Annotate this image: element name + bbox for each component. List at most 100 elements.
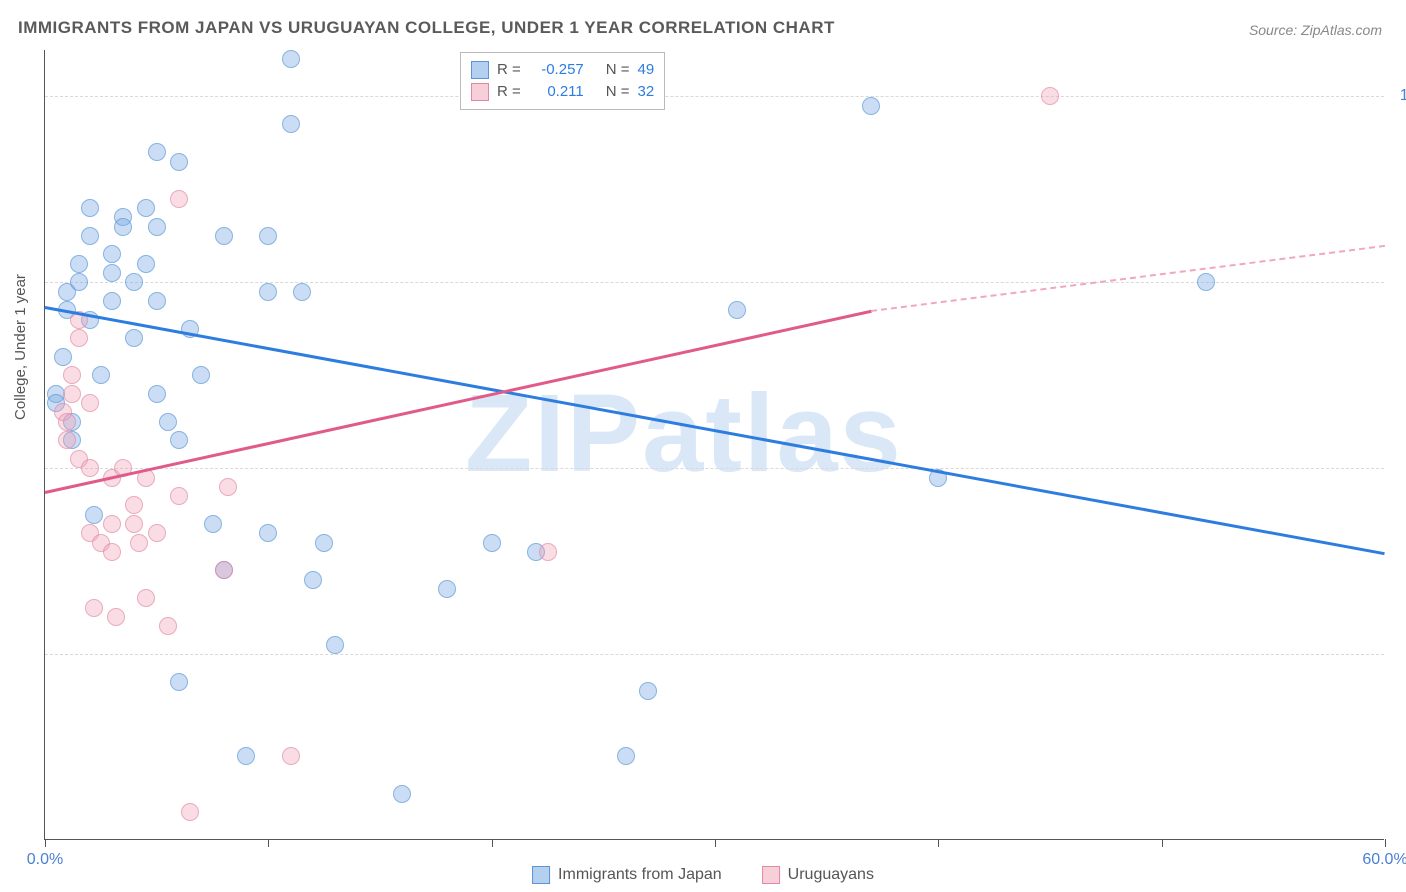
- data-point: [1197, 273, 1215, 291]
- data-point: [728, 301, 746, 319]
- chart-title: IMMIGRANTS FROM JAPAN VS URUGUAYAN COLLE…: [18, 18, 835, 38]
- data-point: [304, 571, 322, 589]
- data-point: [107, 608, 125, 626]
- y-tick-label: 60.0%: [1394, 459, 1406, 477]
- data-point: [204, 515, 222, 533]
- watermark: ZIPatlas: [465, 370, 903, 497]
- n-label: N =: [606, 81, 630, 103]
- data-point: [125, 329, 143, 347]
- gridline: [45, 96, 1384, 97]
- data-point: [170, 153, 188, 171]
- data-point: [483, 534, 501, 552]
- data-point: [81, 227, 99, 245]
- trend-line: [45, 310, 872, 494]
- data-point: [181, 803, 199, 821]
- data-point: [159, 413, 177, 431]
- r-value: 0.211: [529, 81, 584, 103]
- data-point: [148, 143, 166, 161]
- source-attribution: Source: ZipAtlas.com: [1249, 22, 1382, 38]
- gridline: [45, 282, 1384, 283]
- x-tick-label: 60.0%: [1362, 851, 1406, 869]
- data-point: [215, 227, 233, 245]
- x-tick: [938, 839, 939, 847]
- data-point: [237, 747, 255, 765]
- data-point: [148, 218, 166, 236]
- data-point: [137, 255, 155, 273]
- legend-item-japan: Immigrants from Japan: [532, 866, 722, 884]
- data-point: [125, 273, 143, 291]
- data-point: [70, 329, 88, 347]
- data-point: [54, 348, 72, 366]
- stats-legend-row: R = -0.257 N = 49: [471, 59, 654, 81]
- data-point: [192, 366, 210, 384]
- r-label: R =: [497, 59, 521, 81]
- data-point: [159, 617, 177, 635]
- data-point: [259, 227, 277, 245]
- data-point: [85, 599, 103, 617]
- data-point: [259, 524, 277, 542]
- data-point: [103, 292, 121, 310]
- data-point: [259, 283, 277, 301]
- data-point: [438, 580, 456, 598]
- data-point: [219, 478, 237, 496]
- data-point: [103, 245, 121, 263]
- data-point: [170, 190, 188, 208]
- data-point: [70, 255, 88, 273]
- x-tick: [492, 839, 493, 847]
- stats-legend-row: R = 0.211 N = 32: [471, 81, 654, 103]
- data-point: [137, 589, 155, 607]
- legend-swatch-icon: [532, 866, 550, 884]
- y-axis-label: College, Under 1 year: [12, 274, 29, 420]
- data-point: [282, 747, 300, 765]
- data-point: [92, 366, 110, 384]
- series-legend: Immigrants from Japan Uruguayans: [532, 866, 874, 884]
- data-point: [639, 682, 657, 700]
- stats-legend: R = -0.257 N = 49 R = 0.211 N = 32: [460, 52, 665, 110]
- legend-swatch-icon: [471, 61, 489, 79]
- data-point: [103, 264, 121, 282]
- data-point: [170, 431, 188, 449]
- gridline: [45, 654, 1384, 655]
- x-tick: [1162, 839, 1163, 847]
- data-point: [1041, 87, 1059, 105]
- y-tick-label: 40.0%: [1394, 645, 1406, 663]
- data-point: [393, 785, 411, 803]
- data-point: [103, 543, 121, 561]
- legend-swatch-icon: [762, 866, 780, 884]
- data-point: [215, 561, 233, 579]
- x-tick: [715, 839, 716, 847]
- y-tick-label: 100.0%: [1394, 87, 1406, 105]
- data-point: [148, 292, 166, 310]
- scatter-plot: ZIPatlas 40.0%60.0%80.0%100.0%0.0%60.0%: [44, 50, 1384, 840]
- data-point: [63, 366, 81, 384]
- x-tick: [45, 839, 46, 847]
- data-point: [125, 496, 143, 514]
- legend-label: Immigrants from Japan: [558, 866, 722, 884]
- legend-swatch-icon: [471, 83, 489, 101]
- data-point: [315, 534, 333, 552]
- gridline: [45, 468, 1384, 469]
- x-tick: [1385, 839, 1386, 847]
- r-value: -0.257: [529, 59, 584, 81]
- data-point: [293, 283, 311, 301]
- n-label: N =: [606, 59, 630, 81]
- data-point: [862, 97, 880, 115]
- data-point: [539, 543, 557, 561]
- x-tick-label: 0.0%: [27, 851, 63, 869]
- n-value: 49: [638, 59, 655, 81]
- r-label: R =: [497, 81, 521, 103]
- data-point: [81, 459, 99, 477]
- data-point: [70, 273, 88, 291]
- y-tick-label: 80.0%: [1394, 273, 1406, 291]
- data-point: [148, 385, 166, 403]
- data-point: [282, 115, 300, 133]
- data-point: [617, 747, 635, 765]
- data-point: [114, 218, 132, 236]
- data-point: [81, 394, 99, 412]
- data-point: [282, 50, 300, 68]
- x-tick: [268, 839, 269, 847]
- trend-line: [871, 245, 1385, 312]
- n-value: 32: [638, 81, 655, 103]
- data-point: [125, 515, 143, 533]
- data-point: [148, 524, 166, 542]
